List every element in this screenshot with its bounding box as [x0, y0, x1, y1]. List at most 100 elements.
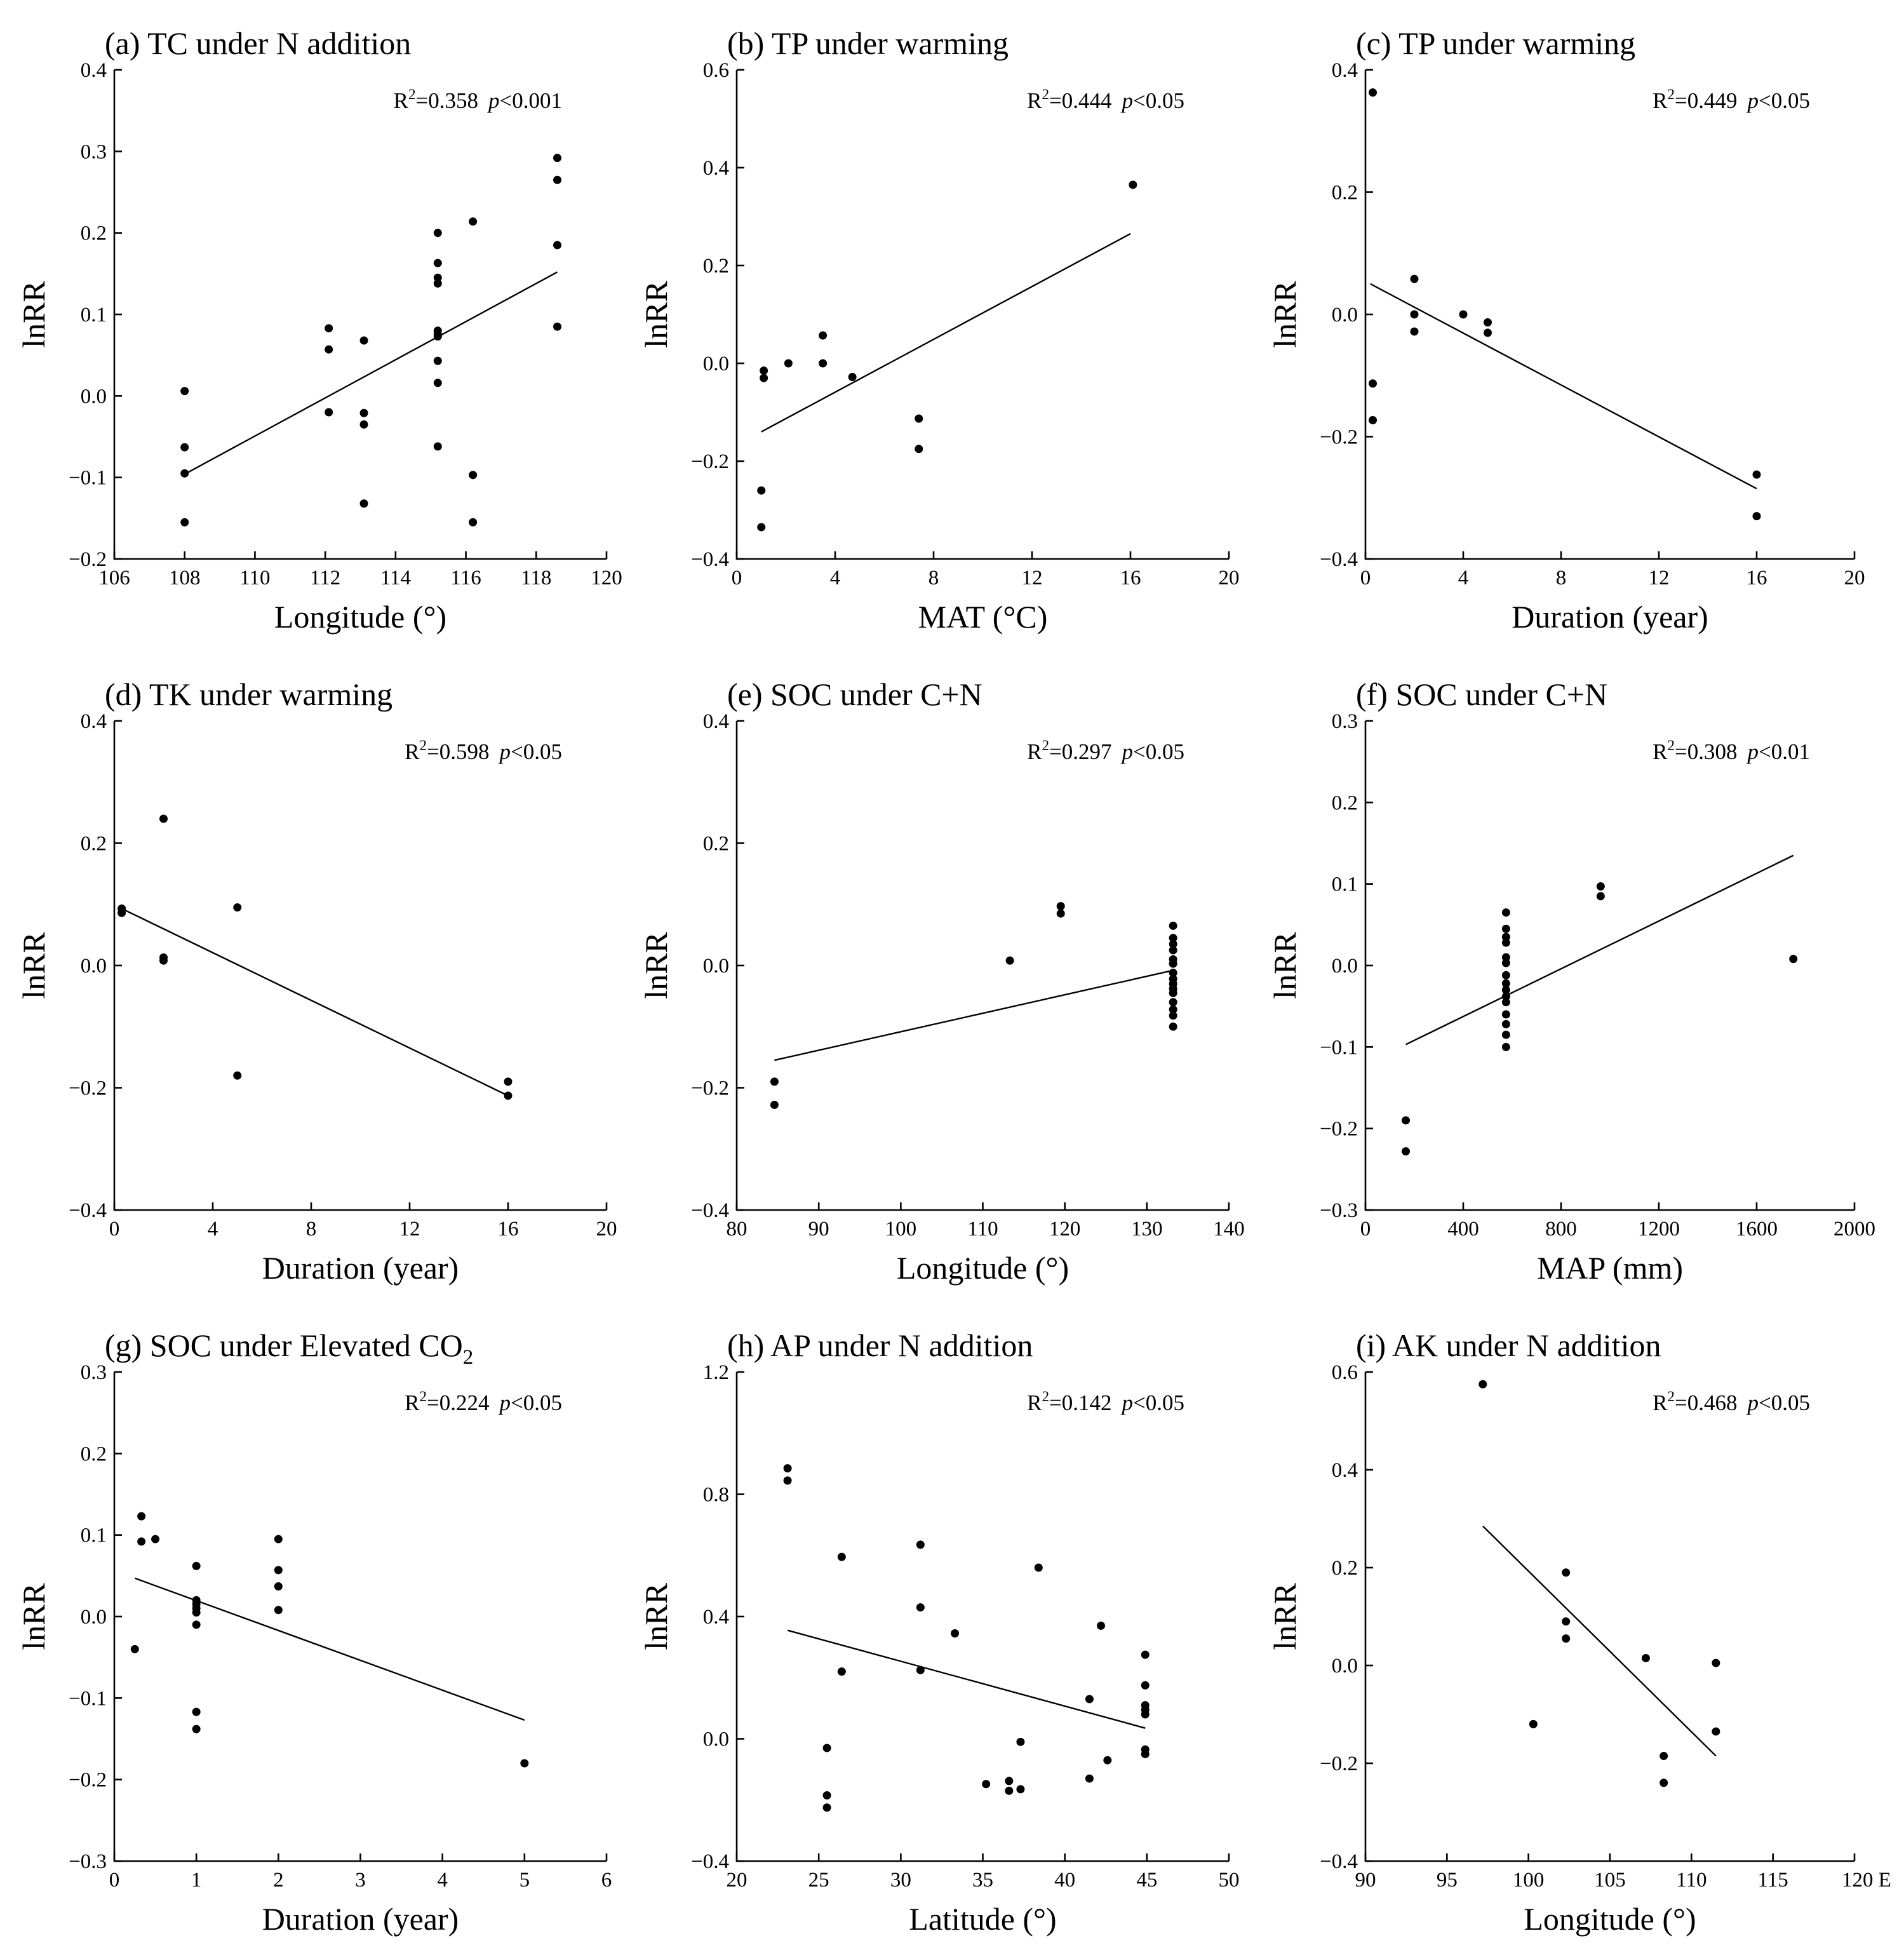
panel-title-text: (h) AP under N addition: [727, 1328, 1033, 1363]
data-point: [359, 408, 368, 417]
data-point: [130, 1644, 139, 1653]
panel-a: (a) TC under N addition 106 108 110 112 114 11…: [16, 25, 622, 635]
y-tick-label: 0.6: [703, 59, 729, 82]
data-point: [159, 956, 168, 965]
y-tick-label: 0.0: [81, 955, 107, 978]
data-point: [783, 1464, 792, 1473]
y-tick-label: 0.0: [703, 1728, 729, 1751]
axis-frame: [735, 70, 1229, 560]
y-tick-label: 0.0: [1332, 304, 1358, 326]
data-point: [553, 241, 561, 250]
y-tick-label: −0.2: [691, 1077, 729, 1100]
data-point: [784, 359, 793, 368]
stat-equals: =: [1049, 88, 1062, 113]
x-tick-label: 114: [380, 567, 411, 589]
y-tick-label: 0.1: [81, 1524, 107, 1547]
data-point: [359, 499, 368, 508]
y-tick-label: −0.2: [1320, 426, 1358, 449]
data-point: [1529, 1719, 1538, 1728]
x-tick-label: 40: [1054, 1869, 1075, 1892]
data-point: [1369, 379, 1378, 388]
x-tick-label: 2: [273, 1869, 284, 1892]
x-axis-label: Longitude (°): [1524, 1901, 1696, 1937]
data-point: [1016, 1785, 1025, 1794]
regression-line: [119, 906, 509, 1097]
stat-p-letter: p: [1120, 739, 1134, 764]
y-tick-label: −0.4: [691, 548, 729, 571]
stat-superscript: 2: [1668, 737, 1675, 753]
data-point: [137, 1512, 146, 1521]
data-point: [915, 445, 923, 454]
data-point: [1562, 1617, 1571, 1626]
data-point: [1484, 328, 1492, 337]
data-point: [433, 279, 442, 288]
data-point: [770, 1100, 779, 1109]
x-tick-label: 4: [1458, 567, 1469, 589]
x-tick-label: 16: [1120, 567, 1141, 589]
x-tick-label: 1200: [1638, 1218, 1680, 1241]
data-point: [325, 345, 333, 354]
data-point: [1478, 1380, 1487, 1389]
y-tick-label: 0.4: [703, 1606, 729, 1629]
stat-superscript: 2: [420, 1389, 427, 1404]
x-tick-label: 110: [1676, 1869, 1706, 1892]
data-point: [1410, 310, 1419, 319]
data-point: [757, 486, 766, 495]
x-tick-label: 0: [732, 567, 742, 589]
panel-f: (f) SOC under C+N 0 400 800 1200 1600 2000 −0.3…: [1267, 676, 1875, 1286]
x-tick-label: 5: [520, 1869, 530, 1892]
stat-r2-value: 0.468: [1687, 1390, 1738, 1415]
data-point: [504, 1077, 513, 1086]
data-point: [915, 414, 923, 423]
x-tick-label: 30: [890, 1869, 911, 1892]
stat-superscript: 2: [1042, 737, 1050, 753]
data-point: [1085, 1774, 1094, 1783]
panel-title-text: (b) TP under warming: [727, 25, 1009, 61]
stat-p-value: <0.05: [1133, 739, 1184, 764]
panel-d: (d) TK under warming 0 4 8 12 16 20 −0.4 −0.2 0.0…: [16, 676, 617, 1286]
data-point: [553, 154, 561, 163]
stat-r2-value: 0.444: [1062, 88, 1112, 113]
y-tick-label: 0.2: [703, 255, 729, 278]
stat-r-letter: R: [1653, 88, 1668, 113]
stat-p-letter: p: [498, 739, 511, 764]
stat-p-value: <0.05: [1759, 1390, 1810, 1415]
data-point: [770, 1077, 779, 1086]
data-point: [848, 373, 857, 382]
y-tick-label: 0.8: [703, 1484, 729, 1507]
data-point: [1005, 1777, 1014, 1786]
data-point: [1034, 1563, 1043, 1572]
y-tick-label: 0.1: [81, 304, 107, 326]
data-point: [916, 1665, 925, 1674]
x-tick-label: 120: [1049, 1218, 1081, 1241]
data-point: [819, 359, 828, 368]
data-point: [1169, 1005, 1177, 1014]
data-point: [469, 217, 478, 226]
data-point: [837, 1552, 846, 1561]
stat-r-letter: R: [1027, 1390, 1042, 1415]
data-point: [951, 1629, 960, 1638]
data-point: [916, 1603, 925, 1612]
data-point: [1501, 998, 1510, 1007]
regression-line: [1370, 283, 1757, 490]
data-point: [159, 814, 168, 823]
x-axis-label: Duration (year): [262, 1250, 459, 1286]
data-point: [1005, 956, 1014, 965]
data-point: [1641, 1653, 1650, 1662]
y-tick-label: −0.2: [69, 548, 107, 571]
panel-title: (a) TC under N addition: [105, 25, 411, 61]
x-tick-label: 100: [885, 1218, 917, 1241]
stat-p-letter: p: [1120, 1390, 1134, 1415]
x-axis-label: MAT (°C): [918, 599, 1048, 635]
data-point: [1712, 1658, 1720, 1667]
data-point: [1752, 512, 1761, 521]
x-tick-label: 105: [1594, 1869, 1626, 1892]
data-point: [1169, 946, 1177, 955]
x-axis-label: MAP (mm): [1537, 1250, 1683, 1286]
data-point: [1169, 921, 1177, 930]
x-tick-label: 6: [601, 1869, 612, 1892]
stat-r-letter: R: [394, 88, 409, 113]
stat-r2-value: 0.449: [1687, 88, 1738, 113]
stat-r-letter: R: [405, 1390, 420, 1415]
